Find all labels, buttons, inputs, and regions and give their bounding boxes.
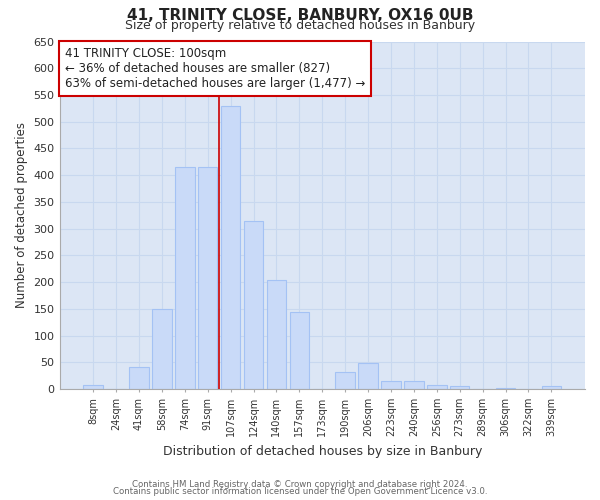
Bar bbox=[175, 167, 194, 389]
Bar bbox=[267, 280, 286, 389]
Bar bbox=[404, 381, 424, 389]
Bar bbox=[152, 309, 172, 389]
Bar bbox=[221, 106, 241, 389]
Text: Contains HM Land Registry data © Crown copyright and database right 2024.: Contains HM Land Registry data © Crown c… bbox=[132, 480, 468, 489]
Bar bbox=[542, 386, 561, 389]
Bar bbox=[335, 372, 355, 389]
Bar bbox=[450, 386, 469, 389]
Bar bbox=[198, 167, 217, 389]
Text: Contains public sector information licensed under the Open Government Licence v3: Contains public sector information licen… bbox=[113, 487, 487, 496]
Bar bbox=[129, 366, 149, 389]
Text: 41, TRINITY CLOSE, BANBURY, OX16 0UB: 41, TRINITY CLOSE, BANBURY, OX16 0UB bbox=[127, 8, 473, 22]
Text: 41 TRINITY CLOSE: 100sqm
← 36% of detached houses are smaller (827)
63% of semi-: 41 TRINITY CLOSE: 100sqm ← 36% of detach… bbox=[65, 46, 365, 90]
Bar bbox=[381, 381, 401, 389]
Bar bbox=[290, 312, 309, 389]
Bar bbox=[244, 220, 263, 389]
Bar bbox=[496, 388, 515, 389]
Text: Size of property relative to detached houses in Banbury: Size of property relative to detached ho… bbox=[125, 18, 475, 32]
Bar bbox=[358, 364, 378, 389]
Bar bbox=[427, 385, 446, 389]
X-axis label: Distribution of detached houses by size in Banbury: Distribution of detached houses by size … bbox=[163, 444, 482, 458]
Y-axis label: Number of detached properties: Number of detached properties bbox=[15, 122, 28, 308]
Bar bbox=[83, 385, 103, 389]
